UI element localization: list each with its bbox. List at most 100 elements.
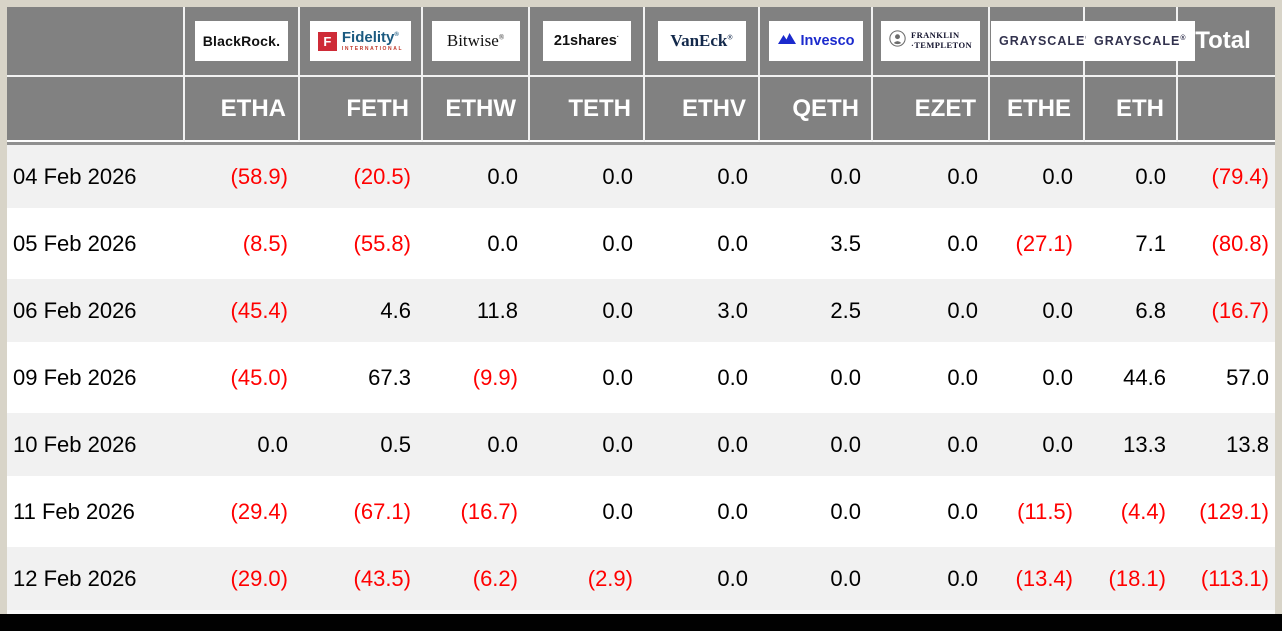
total-cell: (16.7): [1178, 275, 1275, 342]
value-cell: 0.0: [645, 142, 760, 208]
total-cell: (79.4): [1178, 142, 1275, 208]
value-cell: 0.0: [1085, 142, 1178, 208]
etf-flow-table-frame: BlackRock. F Fidelity® INTERNATIONAL Bitwise…: [0, 0, 1282, 614]
bottom-black-bar: [0, 614, 1282, 631]
total-cell: 13.8: [1178, 409, 1275, 476]
value-cell: 0.0: [645, 409, 760, 476]
fidelity-wordmark: F Fidelity® INTERNATIONAL: [317, 29, 404, 52]
provider-logo-vaneck: VanEck®: [657, 21, 746, 61]
row-date: 04 Feb 2026: [7, 142, 185, 208]
value-cell: 0.0: [873, 208, 990, 275]
value-cell: (13.4): [990, 543, 1085, 614]
etf-flow-table: BlackRock. F Fidelity® INTERNATIONAL Bitwise…: [7, 7, 1275, 614]
value-cell: (27.1): [990, 208, 1085, 275]
invesco-mountain-icon: [777, 32, 797, 50]
value-cell: 0.0: [760, 409, 873, 476]
logo-cell-ethw: Bitwise®: [423, 7, 530, 77]
trademark-symbol: ®: [727, 33, 733, 42]
value-cell: (45.4): [185, 275, 300, 342]
value-cell: (6.2): [423, 543, 530, 614]
value-cell: 0.0: [760, 342, 873, 409]
value-cell: 0.0: [645, 342, 760, 409]
provider-logo-blackrock: BlackRock.: [194, 21, 289, 61]
row-date: 10 Feb 2026: [7, 409, 185, 476]
logo-header-row: BlackRock. F Fidelity® INTERNATIONAL Bitwise…: [7, 7, 1275, 77]
value-cell: (18.1): [1085, 543, 1178, 614]
row-date: 05 Feb 2026: [7, 208, 185, 275]
value-cell: 0.0: [645, 543, 760, 614]
value-cell: 0.0: [645, 476, 760, 543]
value-cell: 0.0: [530, 142, 645, 208]
value-cell: 0.0: [873, 275, 990, 342]
franklin-templeton-wordmark: FRANKLIN ·TEMPLETON: [889, 30, 972, 52]
column-header-ticker-teth: TETH: [530, 77, 645, 142]
logo-cell-eth: GRAYSCALE®: [1085, 7, 1195, 77]
value-cell: 0.0: [990, 409, 1085, 476]
row-date: 06 Feb 2026: [7, 275, 185, 342]
value-cell: 0.0: [645, 208, 760, 275]
value-cell: 67.3: [300, 342, 423, 409]
franklin-portrait-icon: [889, 30, 906, 52]
value-cell: (67.1): [300, 476, 423, 543]
column-header-ticker-ethe: ETHE: [990, 77, 1085, 142]
value-cell: (20.5): [300, 142, 423, 208]
value-cell: 3.5: [760, 208, 873, 275]
value-cell: (29.4): [185, 476, 300, 543]
total-ticker-cell: [1178, 77, 1275, 142]
grayscale-wordmark: GRAYSCALE®: [1094, 34, 1187, 48]
column-header-ticker-etha: ETHA: [185, 77, 300, 142]
franklin-line2: ·TEMPLETON: [911, 40, 972, 50]
value-cell: 0.0: [873, 409, 990, 476]
trademark-symbol: ®: [1180, 34, 1187, 42]
table-row: 04 Feb 2026 (58.9) (20.5) 0.0 0.0 0.0 0.0 0.0 0.…: [7, 142, 1275, 208]
value-cell: (8.5): [185, 208, 300, 275]
value-cell: 0.0: [530, 342, 645, 409]
value-cell: 0.0: [185, 409, 300, 476]
value-cell: 0.0: [873, 543, 990, 614]
value-cell: 0.0: [760, 476, 873, 543]
table-row: 09 Feb 2026 (45.0) 67.3 (9.9) 0.0 0.0 0.0 0.0 0.…: [7, 342, 1275, 409]
column-header-ticker-ezet: EZET: [873, 77, 990, 142]
provider-logo-franklin: FRANKLIN ·TEMPLETON: [881, 21, 980, 61]
table-row: 11 Feb 2026 (29.4) (67.1) (16.7) 0.0 0.0 0.0 0.…: [7, 476, 1275, 543]
value-cell: 3.0: [645, 275, 760, 342]
row-date: 09 Feb 2026: [7, 342, 185, 409]
column-header-ticker-ethw: ETHW: [423, 77, 530, 142]
corner-cell: [7, 77, 185, 142]
value-cell: (11.5): [990, 476, 1085, 543]
trademark-symbol: ®: [498, 33, 505, 42]
blackrock-wordmark: BlackRock.: [202, 33, 281, 49]
table-row: 06 Feb 2026 (45.4) 4.6 11.8 0.0 3.0 2.5 0.0 0.0 6…: [7, 275, 1275, 342]
vaneck-wordmark: VanEck®: [670, 31, 733, 50]
invesco-wordmark: Invesco: [777, 32, 855, 50]
value-cell: (16.7): [423, 476, 530, 543]
value-cell: 0.0: [423, 142, 530, 208]
value-cell: 0.0: [873, 142, 990, 208]
table-row: 12 Feb 2026 (29.0) (43.5) (6.2) (2.9) 0.0 0.0 0…: [7, 543, 1275, 614]
value-cell: (29.0): [185, 543, 300, 614]
provider-logo-grayscale: GRAYSCALE®: [1086, 21, 1195, 61]
fidelity-name: Fidelity®: [341, 29, 399, 46]
column-header-ticker-eth: ETH: [1085, 77, 1178, 142]
value-cell: 44.6: [1085, 342, 1178, 409]
value-cell: 0.0: [990, 342, 1085, 409]
21shares-wordmark: 21shares·: [553, 33, 620, 49]
bitwise-wordmark: Bitwise®: [446, 31, 505, 50]
value-cell: 0.0: [530, 409, 645, 476]
value-cell: 4.6: [300, 275, 423, 342]
value-cell: (9.9): [423, 342, 530, 409]
provider-logo-grayscale: GRAYSCALE®: [991, 21, 1100, 61]
value-cell: 7.1: [1085, 208, 1178, 275]
value-cell: 0.0: [990, 275, 1085, 342]
logo-cell-feth: F Fidelity® INTERNATIONAL: [300, 7, 423, 77]
logo-cell-etha: BlackRock.: [185, 7, 300, 77]
value-cell: 11.8: [423, 275, 530, 342]
row-date: 12 Feb 2026: [7, 543, 185, 614]
provider-logo-fidelity: F Fidelity® INTERNATIONAL: [309, 21, 412, 61]
fidelity-international-label: INTERNATIONAL: [341, 46, 404, 52]
logo-cell-ethe: GRAYSCALE®: [990, 7, 1100, 77]
corner-cell: [7, 7, 185, 77]
value-cell: 0.0: [530, 208, 645, 275]
total-cell: (80.8): [1178, 208, 1275, 275]
value-cell: 0.0: [760, 543, 873, 614]
